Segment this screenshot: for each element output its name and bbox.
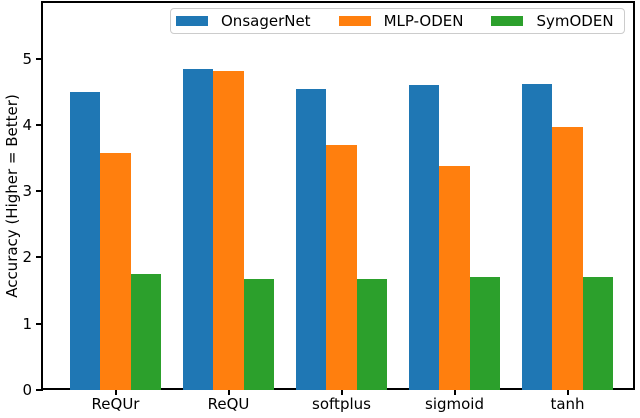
- x-tick-ReQUr: [114, 390, 117, 395]
- bar-OnsagerNet-tanh: [522, 83, 553, 390]
- x-tick-label-sigmoid: sigmoid: [425, 395, 484, 413]
- bar-SymODEN-ReQUr: [130, 274, 161, 390]
- bar-MLP-ODEN-ReQU: [213, 71, 244, 390]
- bar-SymODEN-tanh: [582, 277, 613, 390]
- legend-label-SymODEN: SymODEN: [536, 12, 614, 30]
- x-tick-label-softplus: softplus: [312, 395, 371, 413]
- legend-label-MLP-ODEN: MLP-ODEN: [383, 12, 464, 30]
- y-tick-1: [36, 322, 43, 325]
- x-tick-softplus: [340, 390, 343, 395]
- x-tick-sigmoid: [453, 390, 456, 395]
- legend-item-SymODEN: SymODEN: [491, 12, 614, 30]
- y-tick-3: [36, 190, 43, 193]
- y-tick-label-0: 0: [22, 381, 32, 399]
- legend-swatch-SymODEN: [491, 16, 524, 26]
- y-tick-0: [36, 389, 43, 391]
- bar-OnsagerNet-softplus: [296, 89, 327, 390]
- bar-SymODEN-sigmoid: [469, 276, 500, 390]
- legend-swatch-MLP-ODEN: [338, 16, 371, 26]
- bar-SymODEN-softplus: [356, 278, 387, 390]
- bar-MLP-ODEN-ReQUr: [100, 152, 131, 390]
- y-tick-label-5: 5: [22, 49, 32, 68]
- bar-OnsagerNet-ReQU: [183, 68, 214, 390]
- y-tick-label-3: 3: [22, 182, 32, 201]
- x-tick-ReQU: [227, 390, 230, 395]
- y-tick-4: [36, 123, 43, 126]
- bar-OnsagerNet-sigmoid: [409, 84, 440, 390]
- bar-OnsagerNet-ReQUr: [70, 92, 101, 390]
- y-tick-5: [36, 57, 43, 60]
- legend-item-OnsagerNet: OnsagerNet: [176, 12, 311, 30]
- y-tick-label-1: 1: [22, 314, 32, 333]
- x-tick-tanh: [566, 390, 569, 395]
- plot-spine-left: [41, 1, 43, 390]
- y-tick-label-4: 4: [22, 115, 32, 134]
- bar-MLP-ODEN-softplus: [326, 145, 357, 390]
- y-tick-2: [36, 256, 43, 259]
- legend-swatch-OnsagerNet: [176, 16, 208, 26]
- plot-spine-top: [41, 1, 635, 3]
- bar-SymODEN-ReQU: [243, 279, 274, 390]
- y-tick-label-2: 2: [22, 248, 32, 267]
- x-tick-label-ReQU: ReQU: [207, 395, 250, 413]
- bar-MLP-ODEN-tanh: [552, 126, 583, 390]
- legend: OnsagerNet MLP-ODEN SymODEN: [170, 8, 625, 34]
- x-tick-label-tanh: tanh: [550, 395, 585, 413]
- bar-MLP-ODEN-sigmoid: [439, 166, 470, 390]
- x-tick-label-ReQUr: ReQUr: [91, 395, 140, 413]
- plot-area: [41, 1, 635, 390]
- plot-spine-right: [633, 1, 635, 390]
- legend-label-OnsagerNet: OnsagerNet: [221, 12, 311, 30]
- legend-item-MLP-ODEN: MLP-ODEN: [338, 12, 464, 30]
